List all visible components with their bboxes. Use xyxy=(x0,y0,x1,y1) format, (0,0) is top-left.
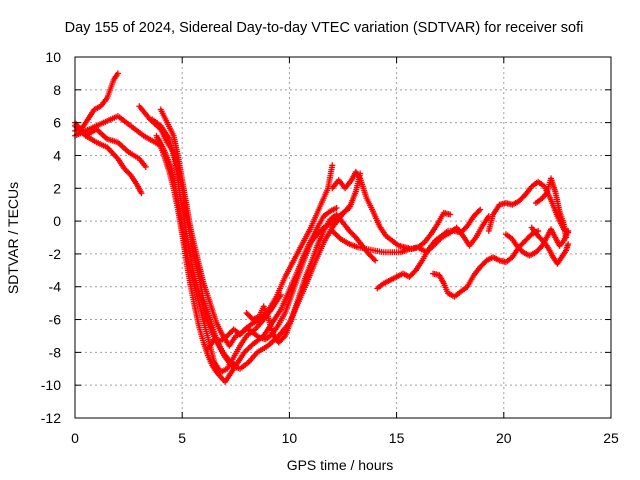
x-tick-label: 10 xyxy=(282,430,298,446)
y-tick-label: -8 xyxy=(49,344,62,360)
y-tick-label: 8 xyxy=(53,82,61,98)
y-axis-label: SDTVAR / TECUs xyxy=(5,182,21,294)
y-tick-label: -4 xyxy=(49,279,62,295)
series-arc-14 xyxy=(374,206,484,292)
axis-ticks xyxy=(74,56,612,419)
data-point xyxy=(114,70,121,77)
data-point xyxy=(562,234,569,241)
data-point xyxy=(277,291,284,298)
data-point xyxy=(280,334,287,341)
y-tick-label: -2 xyxy=(49,246,62,262)
series-arc-11 xyxy=(243,211,379,346)
data-point xyxy=(447,211,454,218)
y-tick-label: -6 xyxy=(49,312,62,328)
x-tick-label: 20 xyxy=(496,430,512,446)
series-arc-4 xyxy=(72,122,149,170)
series-arc-10 xyxy=(204,170,364,353)
data-point xyxy=(138,190,145,197)
data-points xyxy=(72,70,572,385)
series-arc-15 xyxy=(430,227,542,300)
data-point xyxy=(329,162,336,169)
y-tick-label: 10 xyxy=(45,49,61,65)
plot-frame xyxy=(74,56,612,419)
data-point xyxy=(565,227,572,234)
x-tick-label: 5 xyxy=(178,430,186,446)
x-axis-label: GPS time / hours xyxy=(287,457,394,473)
data-point xyxy=(372,257,379,264)
series-arc-19 xyxy=(532,175,569,241)
y-tick-label: -10 xyxy=(41,377,61,393)
x-tick-labels: 0 5 10 15 20 25 xyxy=(71,430,619,446)
data-point xyxy=(142,163,149,170)
y-tick-label: -12 xyxy=(41,410,61,426)
x-tick-label: 0 xyxy=(71,430,79,446)
series-arc-18 xyxy=(528,224,572,267)
series-arc-9 xyxy=(155,136,284,376)
data-point xyxy=(565,241,572,248)
y-tick-label: 0 xyxy=(53,213,61,229)
data-point xyxy=(230,365,237,372)
data-point xyxy=(333,204,340,211)
series-arc-5 xyxy=(136,103,340,369)
data-point xyxy=(370,256,377,263)
data-point xyxy=(475,207,482,214)
y-tick-label: 4 xyxy=(53,147,61,163)
y-tick-label: 6 xyxy=(53,115,61,131)
data-point xyxy=(477,206,484,213)
y-tick-labels: 10 8 6 4 2 0 -2 -4 -6 -8 -10 -12 xyxy=(41,49,61,426)
x-tick-label: 15 xyxy=(389,430,405,446)
y-tick-label: 2 xyxy=(53,180,61,196)
chart-title: Day 155 of 2024, Sidereal Day-to-day VTE… xyxy=(65,20,584,36)
x-tick-label: 25 xyxy=(603,430,619,446)
